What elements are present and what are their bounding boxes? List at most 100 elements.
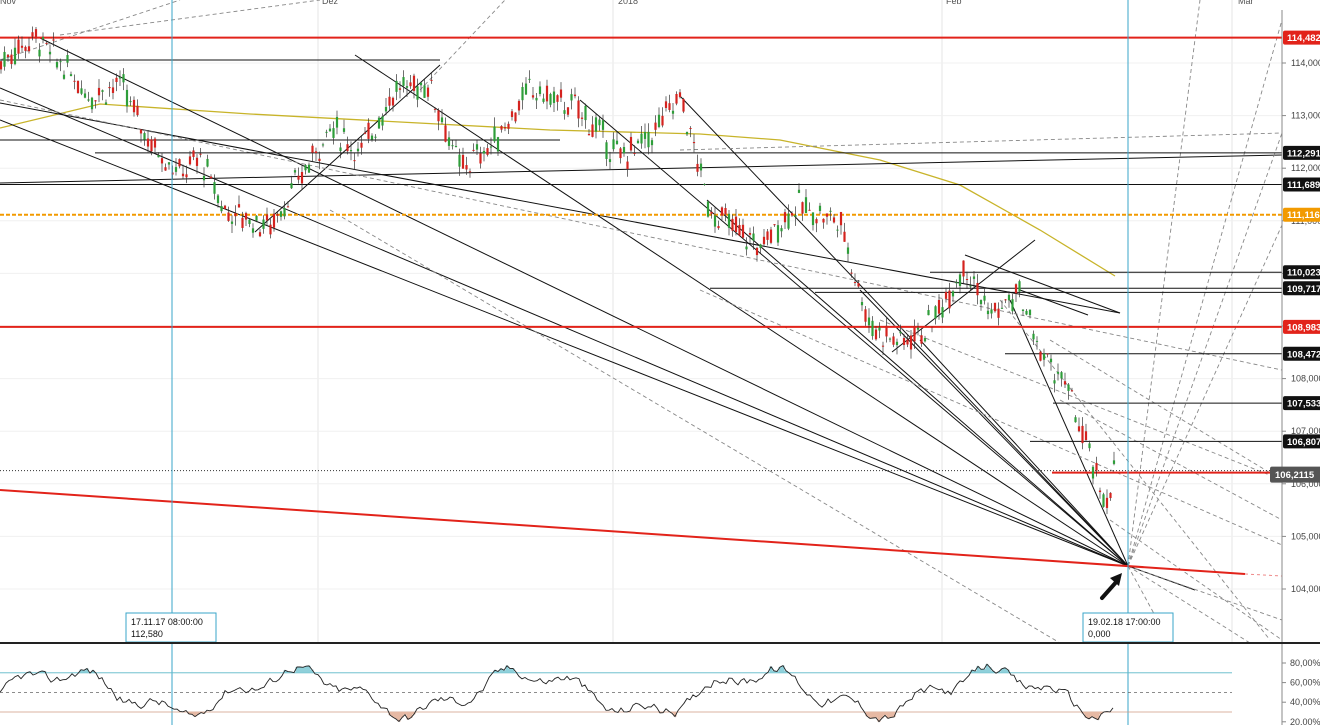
- candle-body: [10, 54, 13, 65]
- trend-line: [39, 37, 1129, 567]
- crosshairs: 17.11.17 08:00:00 112,580 19.02.18 17:00:0…: [125, 0, 1174, 725]
- candle-body: [545, 85, 549, 102]
- candles: [0, 26, 1116, 515]
- candle-body: [272, 213, 276, 228]
- candle-body: [69, 74, 73, 77]
- candle-body: [1028, 309, 1032, 316]
- candle-body: [657, 114, 661, 127]
- candle-body: [626, 161, 629, 170]
- candle-body: [1049, 358, 1053, 363]
- candle-body: [405, 86, 409, 88]
- candle-body: [759, 244, 762, 248]
- candle-body: [1042, 353, 1046, 360]
- candle-body: [276, 214, 279, 216]
- candle-body: [832, 217, 836, 223]
- candle-body: [174, 167, 178, 172]
- candle-body: [839, 212, 843, 226]
- candle-body: [363, 132, 367, 134]
- candle-body: [958, 274, 962, 286]
- candle-body: [300, 172, 304, 184]
- candle-body: [3, 51, 6, 67]
- candle-body: [990, 309, 993, 314]
- candle-body: [311, 145, 314, 153]
- dashed-trend-line: [1127, 224, 1283, 567]
- candle-body: [80, 88, 83, 94]
- candle-body: [717, 226, 720, 229]
- candle-body: [766, 231, 769, 240]
- candle-body: [902, 337, 906, 345]
- candle-body: [780, 228, 783, 232]
- trend-line: [1019, 289, 1089, 316]
- trend-lines: [0, 0, 1283, 644]
- x-tick-label: Mär: [1238, 0, 1254, 6]
- candle-body: [367, 122, 370, 139]
- level-tag-label: 114,482: [1287, 33, 1320, 44]
- candle-body: [598, 119, 601, 126]
- crosshair-value: 0,000: [1088, 629, 1111, 639]
- candle-body: [433, 108, 437, 110]
- candle-body: [104, 102, 108, 105]
- candle-body: [1074, 417, 1077, 423]
- candle-body: [1109, 492, 1112, 499]
- candle-body: [143, 133, 146, 140]
- candle-body: [514, 112, 517, 122]
- candle-body: [755, 247, 759, 256]
- candle-body: [927, 310, 930, 316]
- candle-body: [923, 338, 927, 342]
- candle-body: [458, 154, 461, 167]
- candle-body: [55, 61, 59, 68]
- candle-body: [783, 212, 787, 223]
- candle-body: [493, 126, 496, 142]
- candle-body: [24, 46, 27, 51]
- candle-body: [517, 100, 521, 111]
- level-tag: [1283, 177, 1320, 192]
- candle-body: [500, 126, 503, 130]
- candle-body: [993, 302, 997, 312]
- candle-body: [650, 140, 654, 146]
- x-ticks: Nov Dez 2018 Feb Mär: [0, 0, 1254, 6]
- candle-body: [710, 211, 713, 214]
- candle-body: [136, 105, 139, 116]
- dashed-trend-line: [1127, 19, 1283, 567]
- candle-body: [349, 150, 353, 152]
- candle-body: [423, 85, 426, 98]
- grid: [0, 0, 1282, 643]
- candle-body: [643, 131, 647, 139]
- candle-body: [160, 158, 164, 164]
- candle-body: [535, 97, 538, 101]
- candle-body: [577, 100, 580, 119]
- candle-body: [699, 163, 703, 171]
- candle-body: [122, 74, 125, 83]
- level-tag: [1283, 207, 1320, 222]
- level-tag: [1283, 145, 1320, 160]
- y-tick-label: 112,000: [1291, 163, 1320, 173]
- candle-body: [752, 233, 755, 241]
- candle-body: [727, 213, 731, 228]
- candle-body: [199, 153, 202, 155]
- candle-body: [787, 213, 790, 229]
- candle-body: [353, 160, 356, 162]
- candle-body: [612, 139, 615, 150]
- crosshair-date: 17.11.17 08:00:00: [131, 617, 203, 627]
- candle-body: [398, 88, 402, 90]
- osc-tick-label: 20,00%: [1290, 717, 1320, 725]
- candle-body: [153, 138, 157, 148]
- candle-body: [426, 87, 430, 97]
- candle-body: [682, 98, 685, 112]
- trend-line: [1009, 299, 1129, 567]
- candle-body: [951, 291, 955, 297]
- level-tag-label: 109,717: [1287, 284, 1320, 295]
- candle-body: [346, 144, 349, 152]
- x-tick-label: Feb: [946, 0, 962, 6]
- candle-body: [762, 236, 766, 245]
- candle-body: [377, 117, 381, 129]
- candle-body: [90, 97, 94, 110]
- candle-body: [874, 329, 878, 340]
- trend-line: [891, 239, 1036, 353]
- candle-body: [209, 176, 213, 179]
- candle-body: [419, 82, 423, 86]
- candle-body: [580, 117, 584, 119]
- y-tick-label: 104,000: [1291, 584, 1320, 594]
- candle-body: [262, 219, 265, 229]
